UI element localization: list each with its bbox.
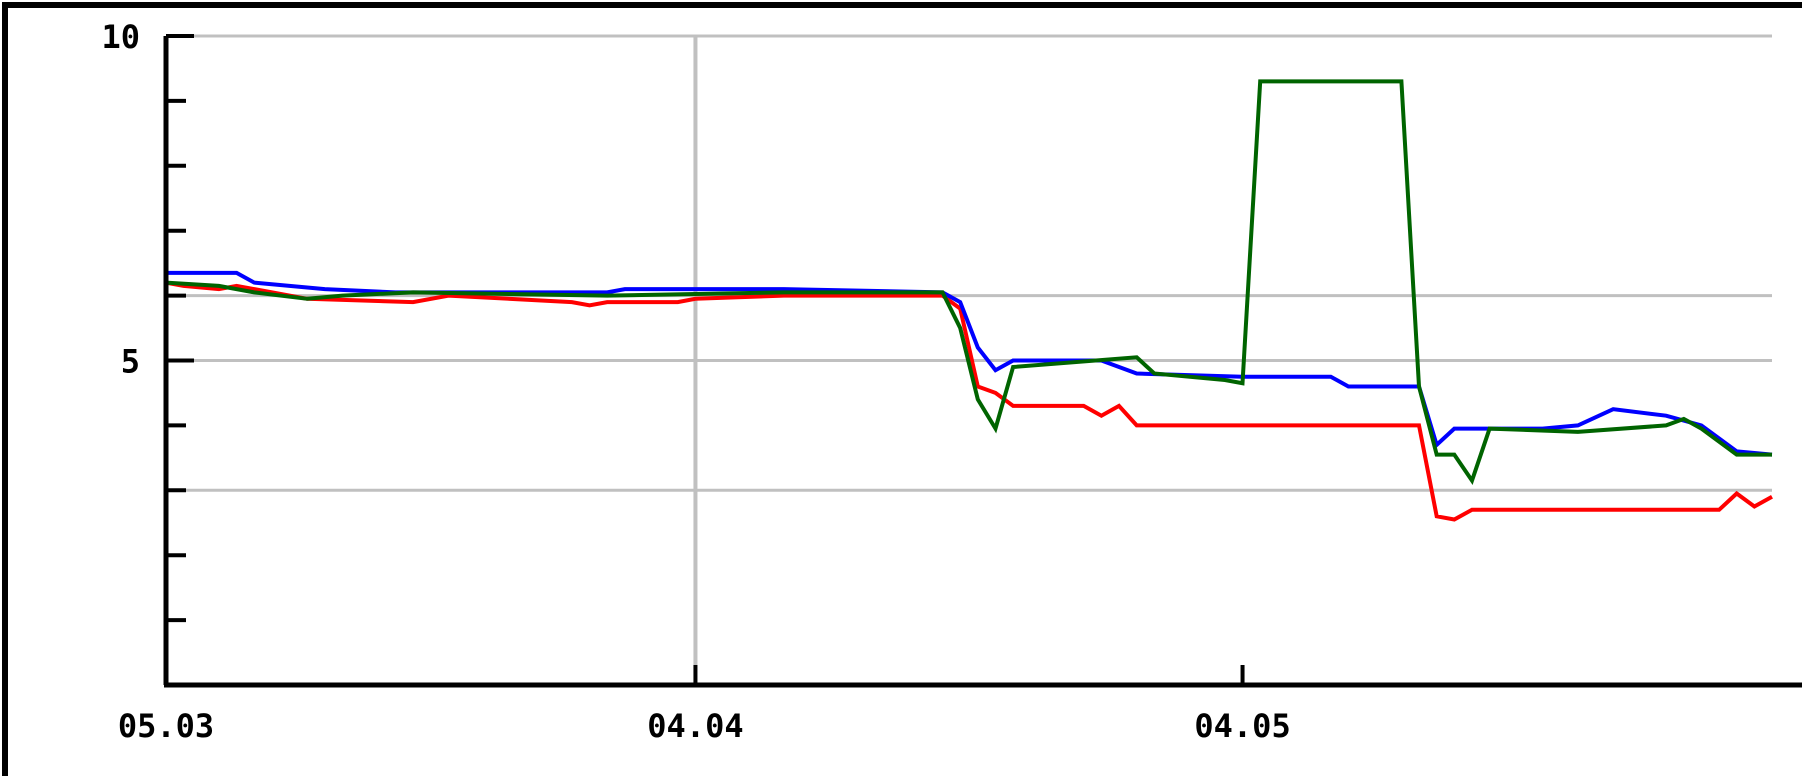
series-line [165, 280, 1773, 522]
series-layer [165, 79, 1773, 522]
x-tick-label: 04.05 [1194, 707, 1290, 745]
x-tick-label: 05.03 [118, 707, 214, 745]
ticks [164, 34, 1245, 685]
y-tick-label: 10 [101, 18, 140, 56]
tick-labels: 10 5 05.03 04.04 04.05 [101, 18, 1290, 745]
x-tick-label: 04.04 [647, 707, 743, 745]
series-line [165, 79, 1772, 486]
y-tick-label: 5 [121, 343, 140, 381]
